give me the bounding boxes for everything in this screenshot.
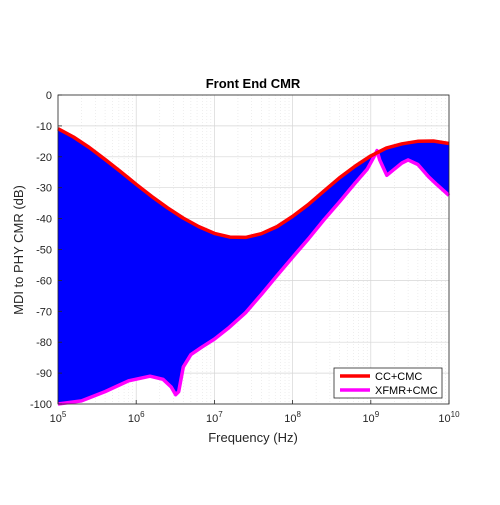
data-layer <box>57 127 451 406</box>
tick-layer: 105 106 107 108 109 1010 0 -10 -20 -30 -40 -50 -60 -7… <box>30 90 460 425</box>
x-tick-label: 105 <box>50 410 67 425</box>
y-tick-label: -70 <box>36 306 52 318</box>
legend-label-xfmr-cmc: XFMR+CMC <box>375 385 438 397</box>
legend: CC+CMC XFMR+CMC <box>333 367 443 399</box>
y-tick-label: -20 <box>36 152 52 164</box>
y-tick-label: -60 <box>36 275 52 287</box>
x-tick-label: 106 <box>128 410 145 425</box>
x-tick-label: 108 <box>284 410 301 425</box>
y-tick-label: -50 <box>36 245 52 257</box>
x-tick-label: 107 <box>206 410 223 425</box>
y-tick-label: -30 <box>36 183 52 195</box>
x-axis-label: Frequency (Hz) <box>208 430 298 445</box>
fill-between-series-area <box>58 128 449 404</box>
y-tick-label: -90 <box>36 368 52 380</box>
y-tick-label: 0 <box>46 90 52 102</box>
y-axis-label: MDI to PHY CMR (dB) <box>11 185 26 315</box>
y-tick-label: -100 <box>30 399 52 411</box>
series-line-cc-cmc <box>57 127 450 240</box>
x-tick-label: 109 <box>362 410 379 425</box>
series-line-xfmr-cmc <box>57 148 451 406</box>
chart-title: Front End CMR <box>206 76 301 91</box>
y-tick-label: -80 <box>36 337 52 349</box>
y-tick-label: -10 <box>36 121 52 133</box>
y-tick-label: -40 <box>36 214 52 226</box>
legend-box <box>333 367 443 399</box>
legend-label-cc-cmc: CC+CMC <box>375 371 422 383</box>
x-tick-label: 1010 <box>438 410 460 425</box>
